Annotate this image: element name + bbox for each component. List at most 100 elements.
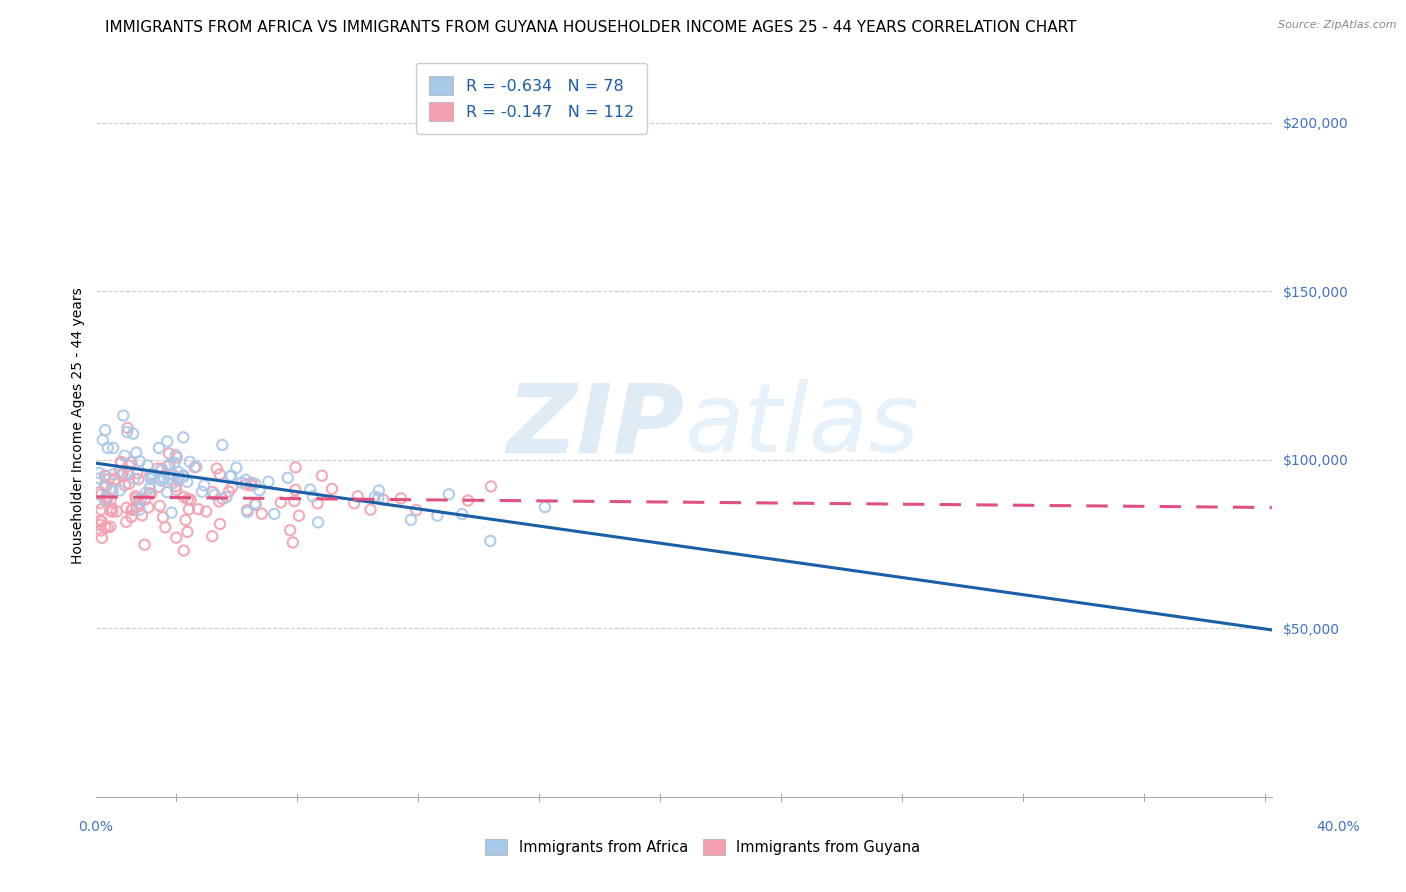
Point [180, 492, 202, 507]
Point [136, 500, 159, 515]
Point [208, 494, 231, 508]
Point [373, 492, 395, 507]
Point [89, 466, 111, 480]
Point [321, 482, 343, 496]
Point [121, 503, 143, 517]
Point [405, 503, 427, 517]
Point [167, 465, 190, 479]
Point [245, 477, 267, 491]
Point [534, 500, 557, 514]
Point [307, 496, 329, 510]
Point [139, 472, 162, 486]
Point [201, 485, 224, 500]
Point [128, 454, 150, 468]
Point [235, 477, 257, 491]
Point [110, 468, 132, 483]
Point [101, 441, 124, 455]
Point [89, 485, 111, 500]
Point [139, 469, 162, 483]
Point [187, 502, 209, 516]
Point [153, 471, 176, 485]
Point [110, 455, 132, 469]
Point [90, 524, 112, 538]
Point [215, 491, 238, 505]
Point [152, 510, 174, 524]
Point [191, 484, 214, 499]
Point [236, 503, 259, 517]
Point [134, 492, 156, 507]
Point [127, 472, 149, 486]
Point [117, 466, 139, 480]
Point [103, 467, 125, 482]
Point [94, 478, 117, 492]
Point [162, 476, 184, 491]
Point [284, 460, 307, 475]
Text: 0.0%: 0.0% [79, 821, 112, 834]
Point [311, 468, 333, 483]
Legend: R = -0.634   N = 78, R = -0.147   N = 112: R = -0.634 N = 78, R = -0.147 N = 112 [416, 63, 647, 134]
Point [204, 488, 226, 502]
Point [163, 456, 186, 470]
Point [364, 490, 387, 504]
Point [97, 441, 120, 455]
Point [131, 508, 153, 523]
Point [302, 489, 325, 503]
Point [451, 507, 474, 521]
Point [148, 480, 170, 494]
Point [112, 409, 135, 423]
Point [138, 486, 160, 500]
Point [150, 461, 173, 475]
Point [346, 489, 368, 503]
Point [111, 467, 134, 481]
Point [166, 450, 188, 465]
Point [101, 484, 124, 499]
Point [208, 467, 231, 482]
Point [115, 500, 138, 515]
Point [94, 520, 117, 534]
Point [245, 496, 267, 510]
Point [221, 468, 243, 483]
Point [479, 533, 502, 548]
Point [108, 465, 131, 479]
Point [96, 490, 118, 504]
Point [118, 476, 141, 491]
Point [172, 430, 194, 444]
Point [90, 515, 112, 529]
Point [173, 470, 195, 484]
Point [105, 504, 128, 518]
Y-axis label: Householder Income Ages 25 - 44 years: Householder Income Ages 25 - 44 years [72, 287, 86, 565]
Point [173, 543, 195, 558]
Point [240, 475, 263, 490]
Point [160, 506, 183, 520]
Point [211, 491, 233, 506]
Point [231, 475, 253, 490]
Point [177, 492, 200, 507]
Point [93, 492, 115, 507]
Point [139, 467, 162, 482]
Point [235, 473, 257, 487]
Point [139, 481, 162, 495]
Point [281, 535, 304, 549]
Point [159, 458, 181, 472]
Text: Source: ZipAtlas.com: Source: ZipAtlas.com [1278, 20, 1396, 29]
Point [100, 501, 122, 516]
Point [124, 472, 146, 486]
Point [165, 479, 187, 493]
Point [156, 485, 179, 500]
Point [125, 445, 148, 459]
Point [283, 494, 305, 508]
Point [124, 489, 146, 503]
Point [177, 502, 200, 516]
Point [270, 495, 292, 509]
Point [166, 472, 188, 486]
Legend: Immigrants from Africa, Immigrants from Guyana: Immigrants from Africa, Immigrants from … [478, 832, 928, 863]
Point [343, 496, 366, 510]
Point [284, 483, 307, 497]
Point [114, 478, 136, 492]
Point [165, 448, 187, 462]
Point [150, 474, 173, 488]
Point [221, 480, 243, 494]
Point [96, 520, 118, 534]
Point [139, 487, 162, 501]
Point [183, 460, 205, 475]
